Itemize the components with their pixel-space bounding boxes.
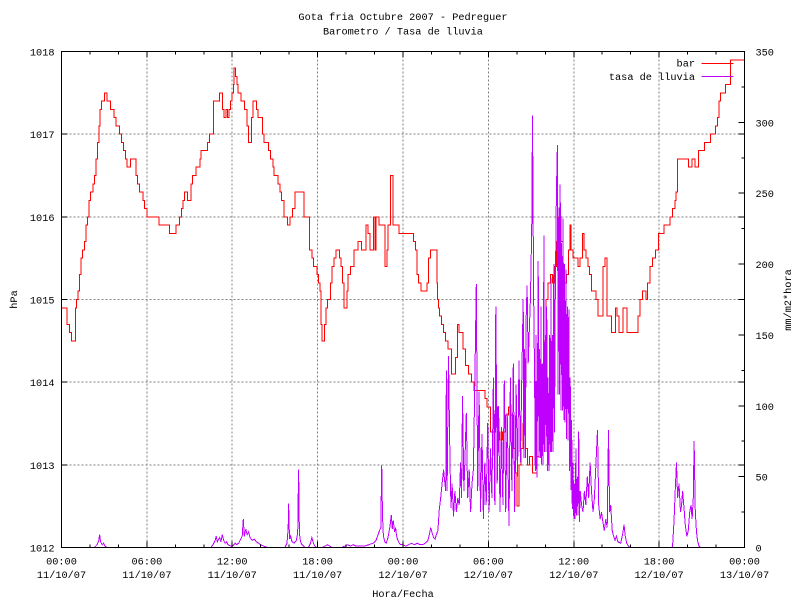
svg-text:00:00: 00:00: [388, 557, 419, 569]
svg-text:50: 50: [756, 473, 768, 485]
svg-text:11/10/07: 11/10/07: [293, 570, 342, 582]
svg-text:Gota fria Octubre 2007 - Pedre: Gota fria Octubre 2007 - Pedreguer: [298, 12, 507, 24]
svg-text:1014: 1014: [30, 378, 55, 390]
svg-text:00:00: 00:00: [729, 557, 760, 569]
svg-text:12/10/07: 12/10/07: [549, 570, 598, 582]
svg-text:1017: 1017: [30, 130, 55, 142]
svg-text:11/10/07: 11/10/07: [122, 570, 171, 582]
svg-text:Barometro / Tasa de lluvia: Barometro / Tasa de lluvia: [323, 26, 483, 38]
svg-text:350: 350: [756, 48, 774, 60]
svg-text:250: 250: [756, 189, 774, 201]
svg-text:11/10/07: 11/10/07: [208, 570, 257, 582]
svg-text:12/10/07: 12/10/07: [378, 570, 427, 582]
svg-text:18:00: 18:00: [644, 557, 675, 569]
svg-text:12/10/07: 12/10/07: [464, 570, 513, 582]
svg-text:13/10/07: 13/10/07: [720, 570, 769, 582]
svg-text:06:00: 06:00: [473, 557, 504, 569]
svg-text:0: 0: [756, 544, 762, 556]
svg-text:1013: 1013: [30, 461, 55, 473]
svg-text:06:00: 06:00: [132, 557, 163, 569]
svg-text:hPa: hPa: [9, 290, 21, 308]
svg-text:12/10/07: 12/10/07: [634, 570, 683, 582]
svg-text:1018: 1018: [30, 48, 55, 60]
svg-text:00:00: 00:00: [46, 557, 77, 569]
svg-text:300: 300: [756, 118, 774, 130]
svg-text:18:00: 18:00: [302, 557, 333, 569]
svg-text:12:00: 12:00: [217, 557, 248, 569]
svg-text:1012: 1012: [30, 544, 55, 556]
svg-text:150: 150: [756, 331, 774, 343]
svg-text:11/10/07: 11/10/07: [37, 570, 86, 582]
svg-text:1015: 1015: [30, 296, 55, 308]
svg-text:mm/m2*hora: mm/m2*hora: [783, 269, 795, 331]
svg-text:200: 200: [756, 260, 774, 272]
svg-text:100: 100: [756, 402, 774, 414]
svg-text:bar: bar: [677, 59, 695, 71]
svg-text:Hora/Fecha: Hora/Fecha: [372, 589, 434, 600]
svg-text:12:00: 12:00: [558, 557, 589, 569]
svg-text:tasa de lluvia: tasa de lluvia: [609, 72, 695, 84]
svg-text:1016: 1016: [30, 213, 55, 225]
